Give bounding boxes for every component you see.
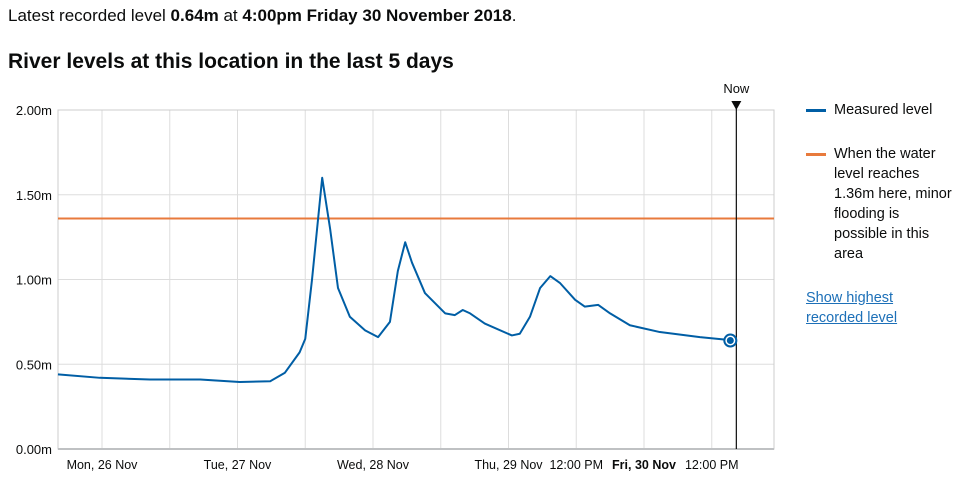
legend-threshold: When the water level reaches 1.36m here,…	[806, 144, 956, 264]
y-tick-label: 0.50m	[16, 357, 52, 372]
chart-heading: River levels at this location in the las…	[8, 50, 454, 73]
x-tick-label: 12:00 PM	[685, 458, 739, 472]
legend-measured: Measured level	[806, 100, 956, 120]
legend-measured-label: Measured level	[834, 102, 933, 118]
y-tick-label: 1.00m	[16, 273, 52, 288]
legend-swatch-measured	[806, 109, 826, 112]
x-tick-label: 12:00 PM	[549, 458, 603, 472]
x-tick-label: Thu, 29 Nov	[474, 458, 543, 472]
x-tick-label: Tue, 27 Nov	[204, 458, 272, 472]
latest-point	[726, 337, 734, 345]
y-tick-label: 2.00m	[16, 103, 52, 118]
latest-time: 4:00pm Friday 30 November 2018	[242, 6, 512, 25]
x-tick-label: Fri, 30 Nov	[612, 458, 676, 472]
now-label: Now	[723, 81, 750, 96]
show-highest-level-link[interactable]: Show highest recorded level	[806, 290, 898, 326]
measured-level-line	[57, 176, 735, 384]
latest-suffix: .	[511, 6, 517, 25]
latest-level: 0.64m	[170, 6, 219, 25]
river-level-chart: 0.00m 0.50m 1.00m 1.50m 2.00m Mon, 26 Nov Tue,…	[16, 81, 775, 472]
y-tick-label: 0.00m	[16, 442, 52, 457]
latest-reading: Latest recorded level 0.64m at 4:00pm Fr…	[8, 6, 516, 26]
y-tick-label: 1.50m	[16, 188, 52, 203]
now-marker-icon	[731, 101, 742, 110]
legend-threshold-label: When the water level reaches 1.36m here,…	[834, 146, 952, 262]
latest-prefix: Latest recorded level	[8, 6, 171, 25]
x-tick-label: Mon, 26 Nov	[67, 458, 139, 472]
latest-at: at	[218, 6, 243, 25]
legend-swatch-threshold	[806, 153, 826, 156]
x-tick-label: Wed, 28 Nov	[337, 458, 410, 472]
